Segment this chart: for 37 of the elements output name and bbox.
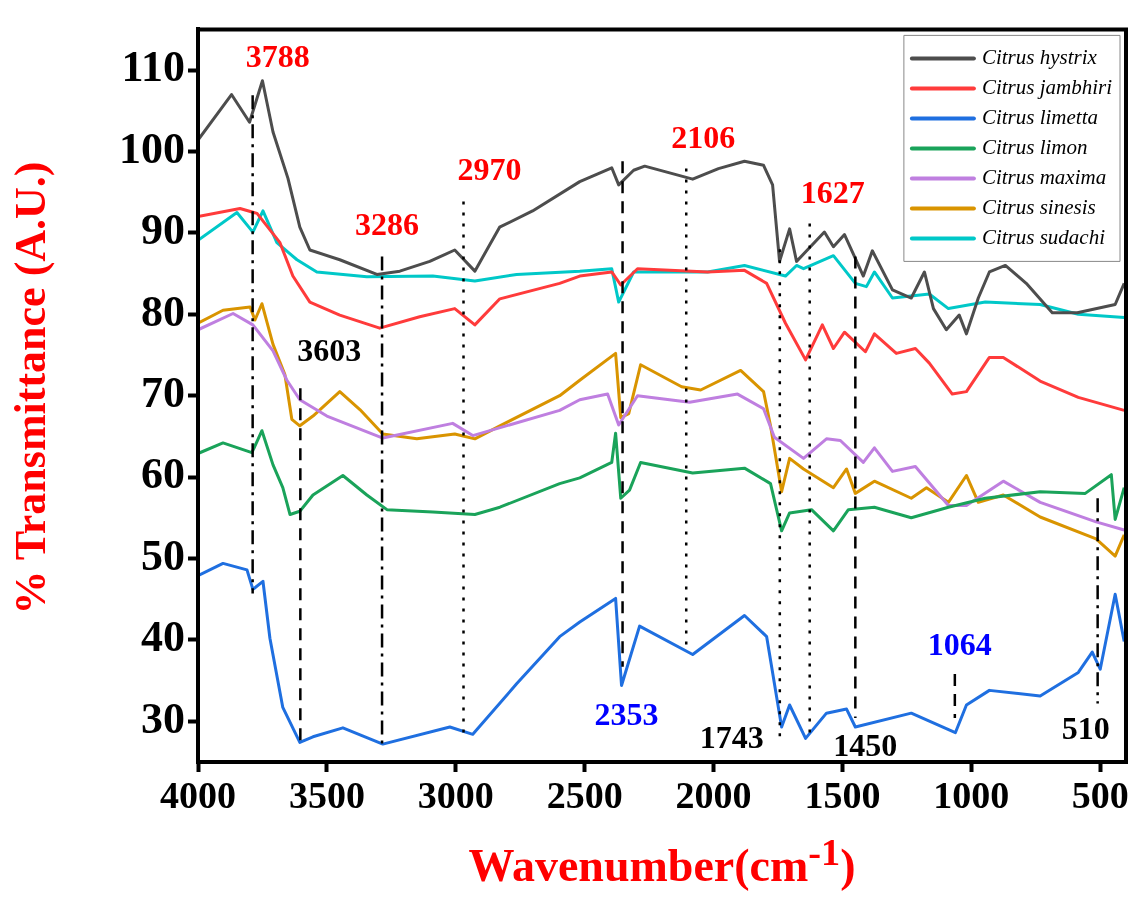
- legend-label: Citrus limetta: [981, 104, 1098, 129]
- ref-line-label: 3603: [297, 332, 362, 369]
- ref-line-label: 3788: [245, 37, 310, 74]
- ref-line-label: 1450: [833, 727, 898, 764]
- x-tick-label: 1000: [933, 773, 1010, 816]
- ref-line-label: 510: [1061, 710, 1110, 747]
- legend-label: Citrus jambhiri: [981, 74, 1113, 99]
- x-tick-label: 4000: [160, 773, 236, 816]
- y-tick-label: 100: [119, 123, 185, 173]
- y-tick-label: 70: [141, 368, 185, 418]
- x-tick-label: 1500: [804, 773, 881, 816]
- x-axis-title: Wavenumber(cm$^{-1}$): [467, 830, 857, 893]
- y-axis-title: % Transmittance (A.U.): [4, 161, 56, 615]
- ref-line-label: 2106: [671, 119, 736, 156]
- ref-line-label: 3286: [355, 206, 420, 243]
- legend-label: Citrus hystrix: [981, 44, 1098, 69]
- y-tick-label: 60: [141, 449, 185, 499]
- x-tick-label: 2000: [675, 773, 752, 816]
- legend-label: Citrus limon: [981, 134, 1088, 159]
- ref-line-label: 2353: [594, 695, 659, 732]
- x-tick-label: 500: [1071, 773, 1129, 816]
- y-tick-label: 90: [141, 205, 185, 255]
- ref-line-label: 1743: [699, 719, 764, 756]
- y-tick-label: 30: [141, 693, 185, 743]
- y-tick-label: 40: [141, 612, 185, 662]
- y-tick-label: 110: [121, 42, 185, 92]
- y-tick-label: 80: [141, 286, 185, 336]
- x-tick-label: 3500: [288, 773, 365, 816]
- x-tick-label: 2500: [546, 773, 623, 816]
- x-tick-label: 3000: [417, 773, 494, 816]
- y-tick-label: 50: [141, 530, 185, 580]
- legend-label: Citrus sudachi: [981, 224, 1106, 249]
- legend-label: Citrus maxima: [981, 164, 1107, 189]
- legend-label: Citrus sinesis: [981, 194, 1096, 219]
- ref-line-label: 1064: [927, 625, 992, 662]
- ref-line-label: 1627: [800, 173, 865, 210]
- ref-line-label: 2970: [457, 150, 522, 187]
